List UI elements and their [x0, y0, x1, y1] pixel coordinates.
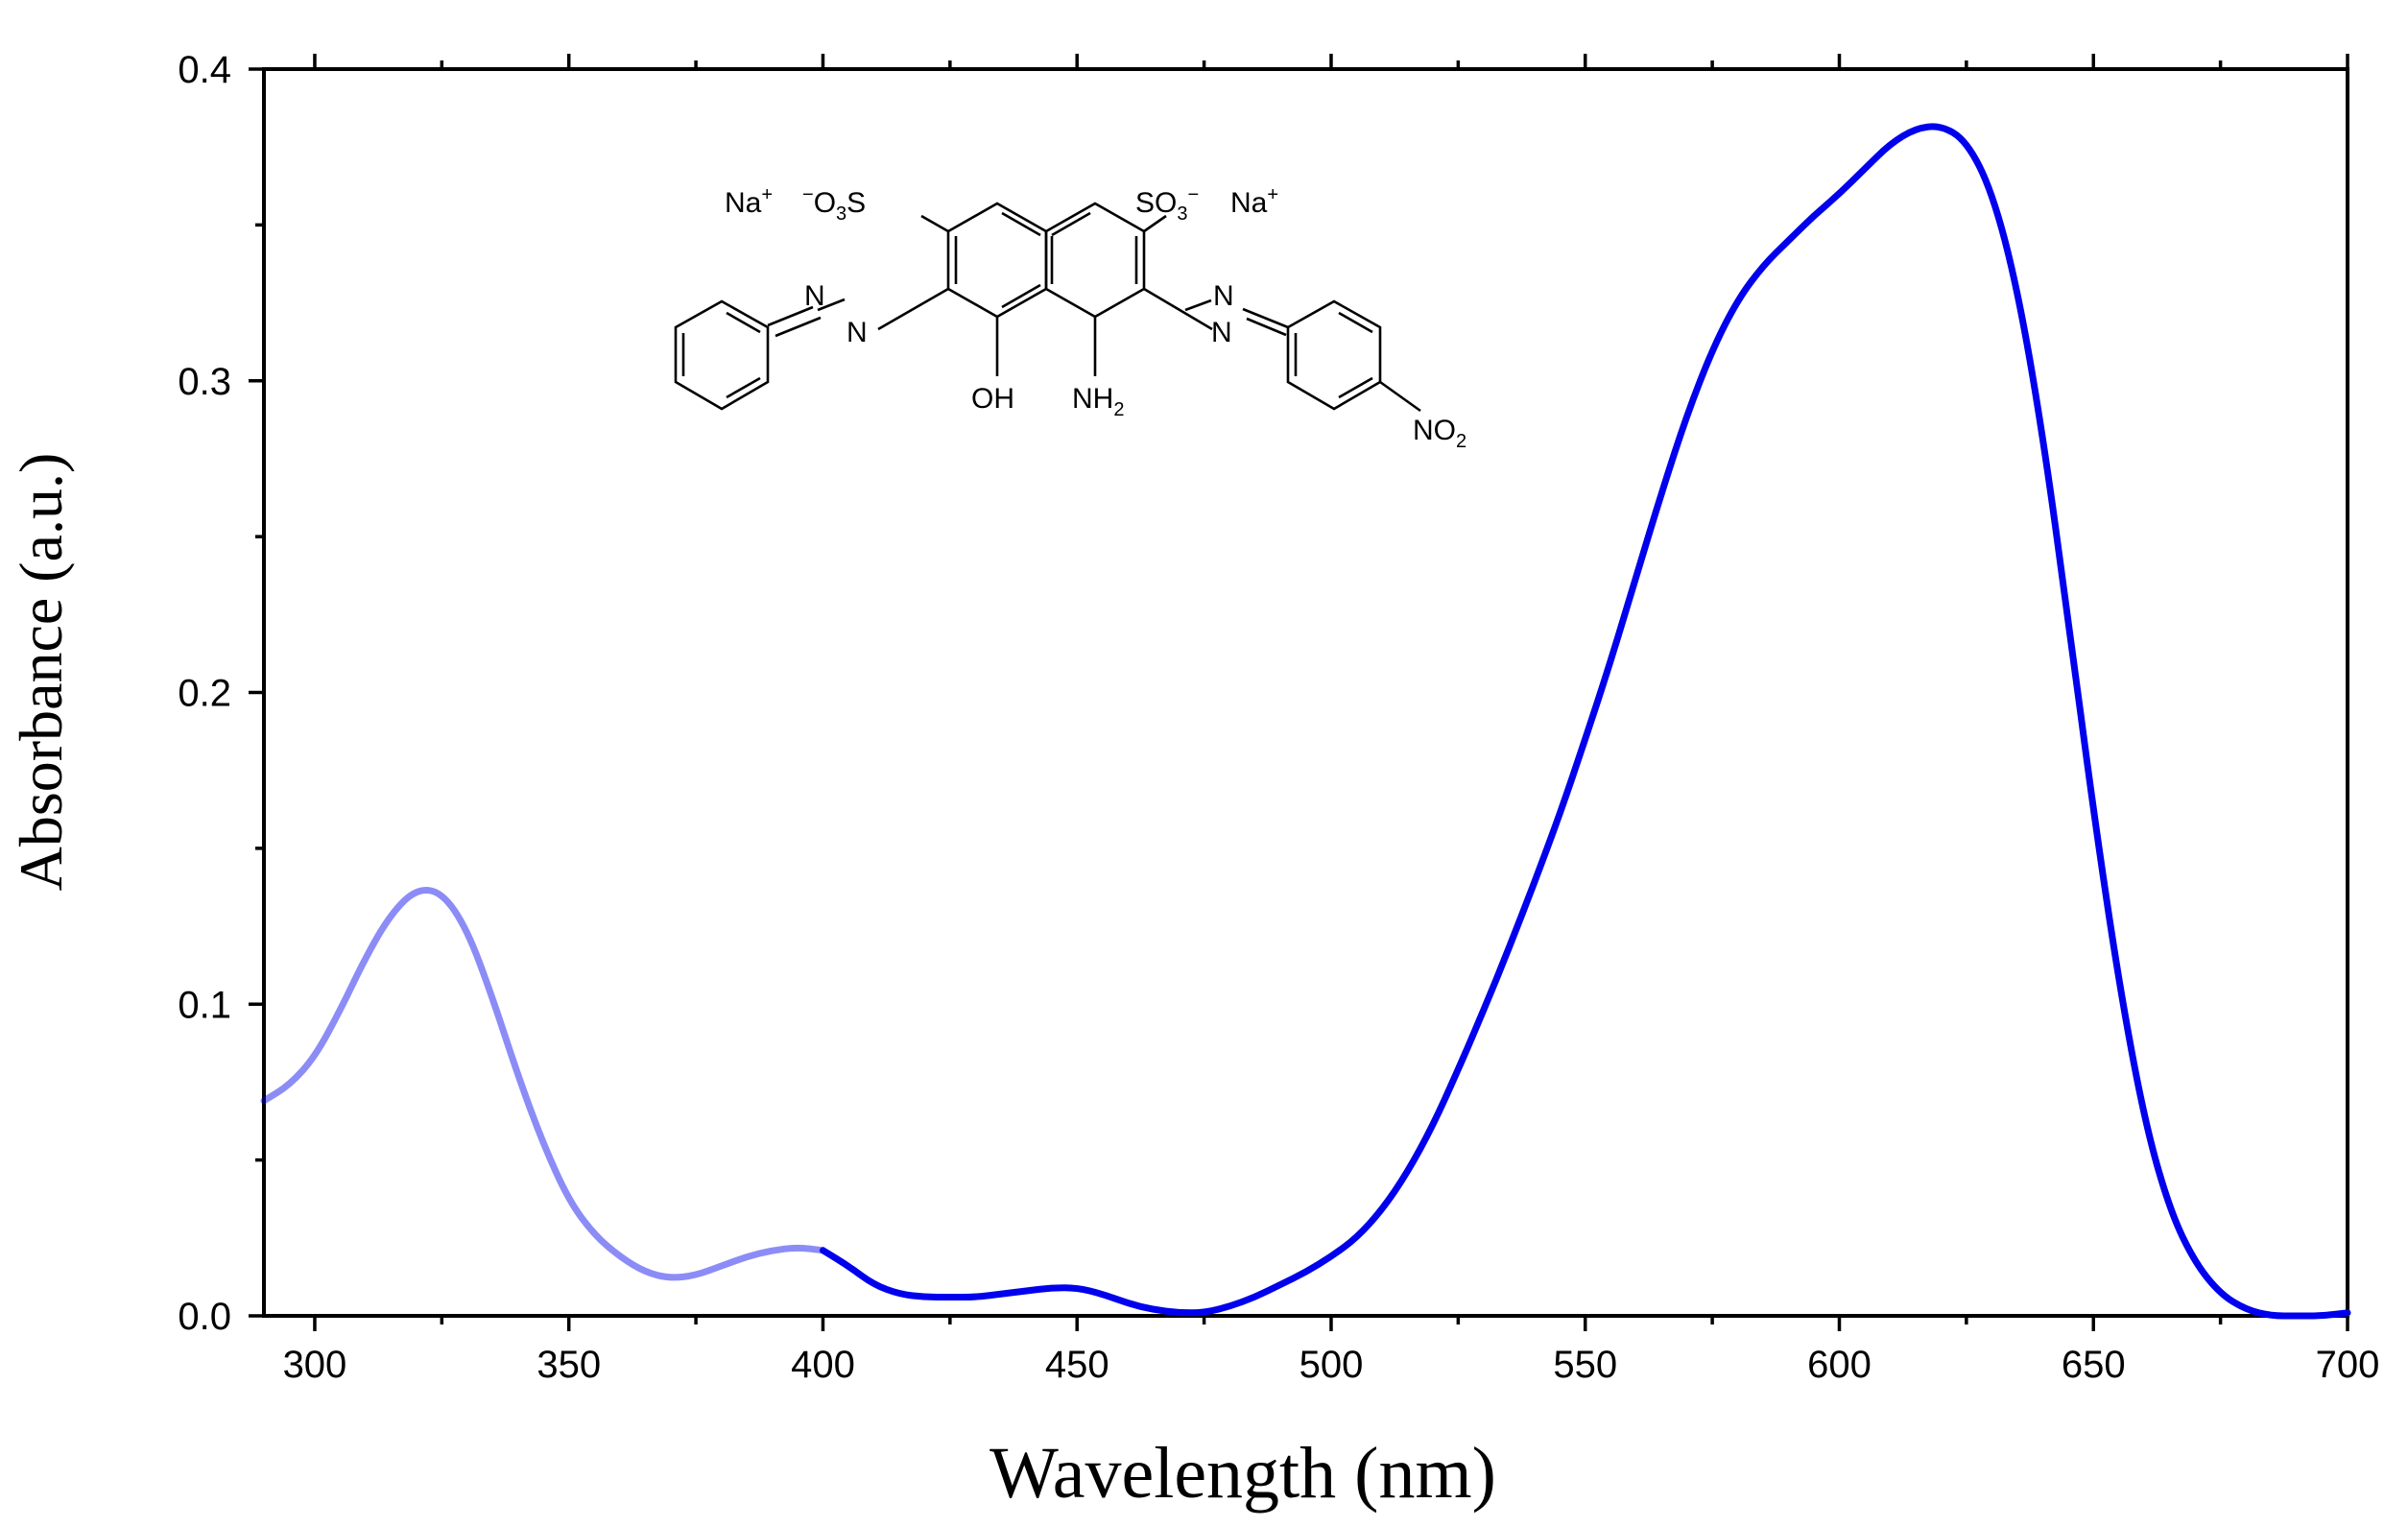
y-tick-label: 0.4 — [178, 49, 231, 91]
absorbance-curve-faded — [260, 887, 826, 1281]
double-bond — [1001, 283, 1041, 309]
double-bond — [1338, 376, 1373, 399]
chem-label-na-right: Na+ — [1230, 184, 1278, 219]
bond — [1143, 214, 1167, 233]
bond — [1184, 298, 1212, 312]
naphthalene-ring-left — [946, 202, 1048, 319]
chem-label-no2: NO2 — [1413, 415, 1466, 452]
chem-label-n3: N — [1211, 317, 1232, 348]
x-tick-label: 600 — [1807, 1344, 1872, 1386]
double-bond — [1338, 311, 1373, 334]
bond — [775, 316, 822, 338]
axis-ticks — [249, 54, 2349, 1331]
phenyl-ring-left — [674, 299, 770, 411]
double-bond — [726, 376, 761, 399]
x-tick-label: 350 — [536, 1344, 601, 1386]
y-tick-label: 0.2 — [178, 673, 231, 715]
phenyl-ring-right — [1286, 299, 1382, 411]
x-tick-label: 300 — [283, 1344, 347, 1386]
bond — [877, 287, 949, 331]
naphthalene-ring-right — [1044, 202, 1146, 319]
y-tick-label: 0.0 — [178, 1296, 231, 1338]
y-axis-title: Absorbance (a.u.) — [7, 453, 75, 892]
absorbance-curve — [820, 123, 2351, 1320]
x-tick-label: 450 — [1045, 1344, 1109, 1386]
double-bond — [1051, 211, 1091, 237]
chem-label-nh2: NH2 — [1072, 383, 1124, 420]
bond — [1242, 307, 1289, 329]
chem-label-na-left: Na+ — [725, 184, 773, 219]
bond — [817, 298, 846, 312]
y-tick-label: 0.1 — [178, 984, 231, 1026]
double-bond — [1001, 211, 1041, 237]
chemical-structure — [674, 202, 1421, 413]
x-tick-label: 400 — [791, 1344, 855, 1386]
bond — [1246, 317, 1287, 337]
x-tick-label: 700 — [2316, 1344, 2380, 1386]
chemical-labels: Na+ −O3S SO3− Na+ N N N N OH NH2 NO2 — [725, 184, 1466, 452]
x-axis-title: Wavelength (nm) — [989, 1433, 1496, 1514]
bond — [920, 214, 949, 233]
bond — [1379, 380, 1421, 413]
bond — [1143, 287, 1213, 331]
bond — [767, 305, 814, 327]
double-bond — [726, 311, 761, 334]
plot-frame — [262, 67, 2349, 1318]
chem-label-so3: SO3− — [1135, 184, 1199, 225]
y-tick-label: 0.3 — [178, 361, 231, 403]
series-group — [260, 123, 2351, 1320]
chem-label-n4: N — [1213, 280, 1234, 312]
chem-label-o3s: −O3S — [802, 184, 866, 225]
chem-label-n1: N — [804, 280, 825, 312]
chem-label-oh: OH — [971, 383, 1014, 415]
x-tick-label: 550 — [1553, 1344, 1617, 1386]
axis-tick-labels: 300 350 400 450 500 550 600 650 700 0.0 0.1 0.2 0.3 0… — [178, 49, 2379, 1386]
x-tick-label: 650 — [2062, 1344, 2126, 1386]
chem-label-n2: N — [846, 317, 868, 348]
x-tick-label: 500 — [1299, 1344, 1364, 1386]
